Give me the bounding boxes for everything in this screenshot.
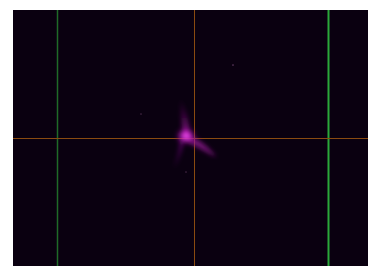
camera-view [0, 0, 368, 266]
page [0, 0, 368, 266]
noise-speck [232, 64, 234, 66]
noise-speck [185, 171, 187, 173]
noise-speck [140, 113, 142, 115]
beam-core [175, 127, 197, 145]
